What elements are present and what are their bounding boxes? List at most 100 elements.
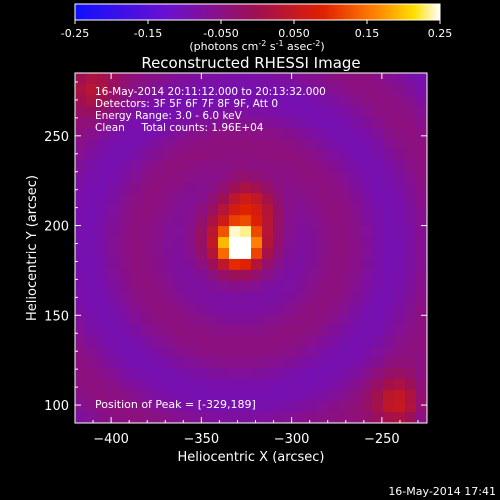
heatmap-cell <box>196 116 208 129</box>
heatmap-cell <box>75 215 87 227</box>
heatmap-cell <box>185 291 197 304</box>
heatmap-cell <box>119 335 131 347</box>
heatmap-cell <box>361 302 373 315</box>
heatmap-cell <box>416 215 428 227</box>
heatmap-cell <box>394 73 406 85</box>
heatmap-cell <box>174 302 186 315</box>
heatmap-cell <box>361 324 373 336</box>
heatmap-cell <box>86 346 98 358</box>
heatmap-cell <box>174 313 186 325</box>
heatmap-cell <box>229 160 241 172</box>
heatmap-cell <box>185 138 197 150</box>
heatmap-cell <box>163 302 175 315</box>
heatmap-cell <box>174 138 186 150</box>
heatmap-cell <box>207 258 219 271</box>
heatmap-cell <box>86 401 98 413</box>
heatmap-cell <box>152 379 164 391</box>
heatmap-cell <box>97 149 109 161</box>
heatmap-cell <box>339 313 351 325</box>
heatmap-cell <box>229 379 241 391</box>
heatmap-cell <box>350 368 362 380</box>
heatmap-cell <box>273 401 285 413</box>
heatmap-cell <box>119 204 131 216</box>
heatmap-cell <box>372 357 384 369</box>
heatmap-cell <box>416 390 428 402</box>
heatmap-cell <box>108 94 120 107</box>
heatmap-cell <box>416 401 428 413</box>
heatmap-cell <box>350 401 362 413</box>
heatmap-cell <box>394 83 406 96</box>
heatmap-cell <box>317 127 329 140</box>
heatmap-cell <box>207 215 219 227</box>
heatmap-cell <box>350 160 362 172</box>
heatmap-cell <box>394 335 406 347</box>
heatmap-cell <box>119 83 131 96</box>
heatmap-cell <box>185 226 197 238</box>
heatmap-cell <box>207 313 219 325</box>
heatmap-cell <box>328 291 340 304</box>
heatmap-cell <box>218 116 230 129</box>
heatmap-cell <box>196 149 208 161</box>
heatmap-cell <box>207 182 219 194</box>
heatmap-cell <box>163 346 175 358</box>
heatmap-cell <box>229 269 241 282</box>
heatmap-cell <box>174 269 186 282</box>
heatmap-cell <box>295 324 307 336</box>
heatmap-cell <box>262 357 274 369</box>
heatmap-cell <box>251 226 263 238</box>
heatmap-cell <box>207 302 219 315</box>
heatmap-cell <box>207 138 219 150</box>
heatmap-cell <box>306 149 318 161</box>
heatmap-cell <box>185 390 197 402</box>
heatmap-cell <box>273 149 285 161</box>
heatmap-cell <box>174 226 186 238</box>
heatmap-cell <box>207 160 219 172</box>
heatmap-cell <box>394 193 406 205</box>
heatmap-cell <box>306 357 318 369</box>
heatmap-cell <box>229 324 241 336</box>
heatmap-cell <box>130 324 142 336</box>
heatmap-cell <box>372 149 384 161</box>
heatmap-cell <box>405 248 417 260</box>
heatmap-cell <box>218 226 230 238</box>
heatmap-cell <box>361 138 373 150</box>
heatmap-cell <box>218 215 230 227</box>
heatmap-cell <box>108 160 120 172</box>
heatmap-cell <box>163 116 175 129</box>
heatmap-cell <box>141 105 153 118</box>
heatmap-cell <box>372 182 384 194</box>
heatmap-cell <box>152 401 164 413</box>
heatmap-cell <box>405 258 417 271</box>
heatmap-cell <box>240 182 252 194</box>
heatmap-cell <box>361 94 373 107</box>
heatmap-cell <box>130 182 142 194</box>
heatmap-cell <box>108 171 120 183</box>
heatmap-cell <box>306 94 318 107</box>
heatmap-cell <box>152 237 164 249</box>
heatmap-cell <box>119 280 131 293</box>
heatmap-cell <box>119 226 131 238</box>
heatmap-cell <box>361 160 373 172</box>
heatmap-cell <box>86 237 98 249</box>
heatmap-cell <box>108 258 120 271</box>
y-tick-label: 100 <box>44 399 69 414</box>
heatmap-cell <box>218 291 230 304</box>
heatmap-cell <box>141 324 153 336</box>
heatmap-cell <box>284 248 296 260</box>
heatmap-cell <box>295 390 307 402</box>
heatmap-cell <box>251 204 263 216</box>
heatmap-cell <box>251 379 263 391</box>
heatmap-cell <box>207 116 219 129</box>
heatmap-cell <box>196 379 208 391</box>
heatmap-cell <box>119 127 131 140</box>
heatmap-cell <box>218 204 230 216</box>
heatmap-cell <box>306 204 318 216</box>
heatmap-cell <box>262 83 274 96</box>
heatmap-cell <box>317 160 329 172</box>
heatmap-cell <box>141 291 153 304</box>
heatmap-cell <box>97 401 109 413</box>
heatmap-cell <box>262 105 274 118</box>
heatmap-cell <box>306 105 318 118</box>
heatmap-cell <box>152 83 164 96</box>
heatmap-cell <box>273 412 285 424</box>
